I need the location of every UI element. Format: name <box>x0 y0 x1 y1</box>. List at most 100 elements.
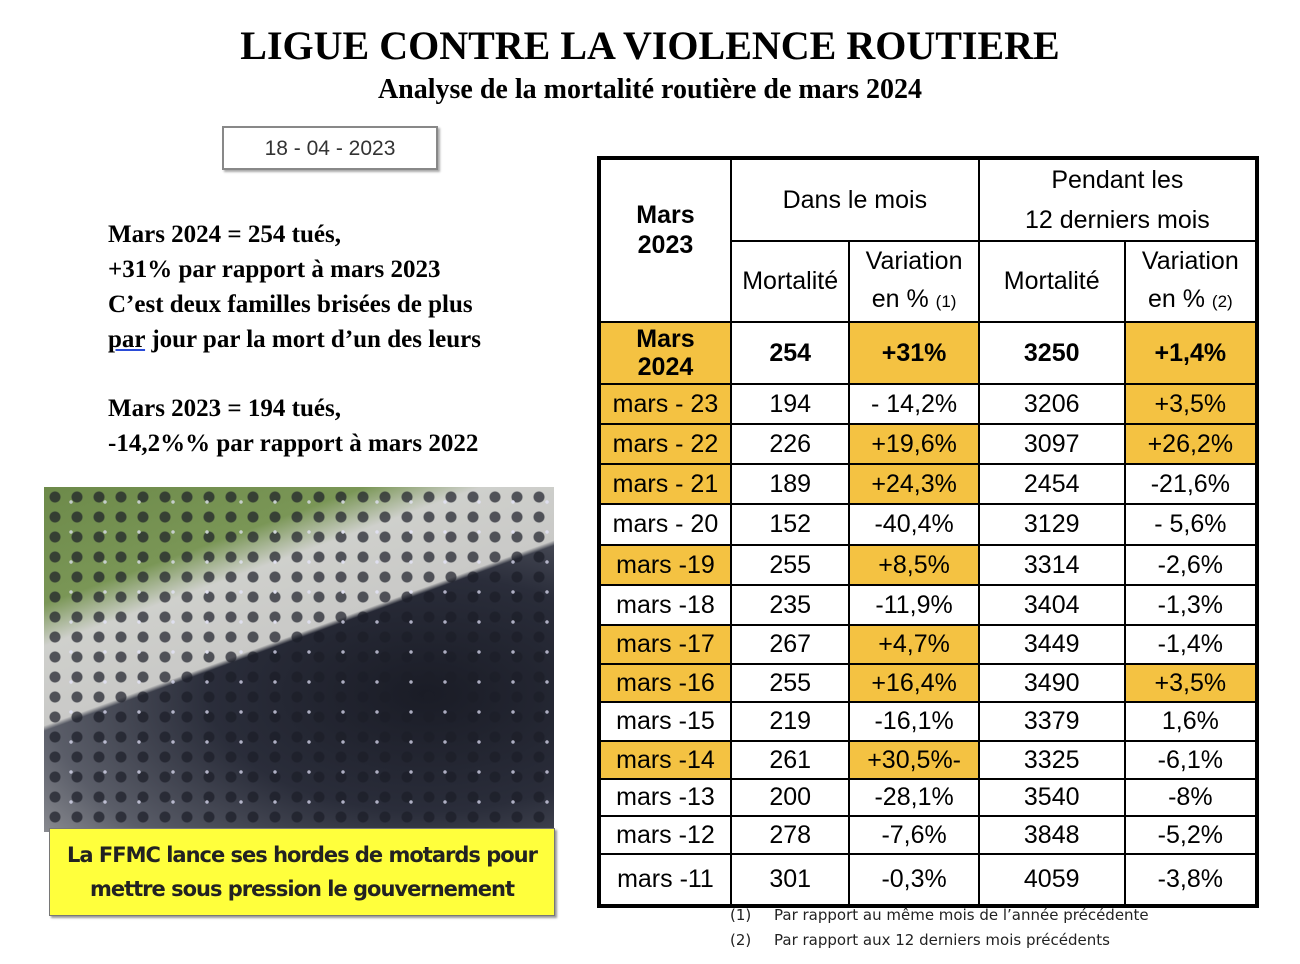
table-row: mars - 23 194- 14,2% 3206 +3,5% <box>598 383 1259 425</box>
cell-year-var: -2,6% <box>1123 544 1259 586</box>
row-label: mars -19 <box>598 544 732 586</box>
cell-year: 3379 <box>977 701 1126 742</box>
cell-year: 3325 <box>977 740 1126 780</box>
row-label: mars -17 <box>598 624 732 665</box>
table-row: mars - 20 152 -40,4% 3129- 5,6% <box>598 503 1259 546</box>
table-row: mars -17 267 +4,7% 3449 -1,4% <box>598 624 1259 665</box>
cell-month: 219 <box>729 701 851 742</box>
cell-year-var: +1,4% <box>1123 321 1259 385</box>
cell-year: 3250 <box>977 321 1126 385</box>
cell-month-var: -16,1% <box>848 701 980 742</box>
cell-year: 3097 <box>977 423 1126 465</box>
cell-year-var: +3,5% <box>1123 383 1259 425</box>
page-subtitle: Analyse de la mortalité routière de mars… <box>377 74 923 105</box>
row-label: mars -12 <box>598 815 732 855</box>
table-row: mars -19 255 +8,5% 3314 -2,6% <box>598 544 1259 586</box>
cell-year-var: - 5,6% <box>1123 503 1259 546</box>
cell-month-var: +30,5%- <box>848 740 980 780</box>
table-row: mars -14 261 +30,5%- 3325 -6,1% <box>598 740 1259 780</box>
footnote-2: (2) Par rapport aux 12 derniers mois préc… <box>730 931 1110 949</box>
cell-month-var: +24,3% <box>848 463 980 505</box>
cell-month-var: - 14,2% <box>848 383 980 425</box>
cell-year-var: -5,2% <box>1123 815 1259 855</box>
cell-month: 226 <box>729 423 851 465</box>
summary-line: C’est deux familles brisées de plus <box>108 291 473 318</box>
group-header-month: Dans le mois <box>729 157 980 242</box>
cell-month: 255 <box>729 663 851 703</box>
table-row: mars -12 278 -7,6% 3848 -5,2% <box>598 815 1259 855</box>
row-label: mars -13 <box>598 778 732 817</box>
row-label: mars - 20 <box>598 503 732 546</box>
current-row: Mars 2024 254 +31% 3250 +1,4% <box>598 321 1259 385</box>
table-row: mars -18 235 -11,9% 3404 -1,3% <box>598 584 1259 626</box>
summary-line: par jour par la mort d’un des leurs <box>108 322 481 357</box>
cell-month: 261 <box>729 740 851 780</box>
cell-year: 3129 <box>977 503 1126 546</box>
row-label: mars - 21 <box>598 463 732 505</box>
cell-year-var: -21,6% <box>1123 463 1259 505</box>
summary-line: +31% par rapport à mars 2023 <box>108 256 441 283</box>
row-label: mars -16 <box>598 663 732 703</box>
row-label: mars -11 <box>598 853 732 907</box>
page-title: LIGUE CONTRE LA VIOLENCE ROUTIERE <box>240 23 1060 68</box>
table-row: mars -13 200 -28,1% 3540 -8% <box>598 778 1259 817</box>
cell-month-var: -11,9% <box>848 584 980 626</box>
summary-2024: Mars 2024 = 254 tués, +31% par rapport à… <box>108 217 481 357</box>
caption-line: mettre sous pression le gouvernement <box>89 877 515 901</box>
cell-year-var: +26,2% <box>1123 423 1259 465</box>
cell-year-var: -1,4% <box>1123 624 1259 665</box>
table-row: mars -16 255 +16,4% 3490 +3,5% <box>598 663 1259 703</box>
col-mortalite-12: Mortalité <box>977 240 1126 323</box>
underlined-word: par <box>108 326 146 353</box>
cell-year: 3848 <box>977 815 1126 855</box>
motorcyclists-photo <box>44 487 554 832</box>
cell-month-var: +4,7% <box>848 624 980 665</box>
cell-year: 3404 <box>977 584 1126 626</box>
row-label: mars -18 <box>598 584 732 626</box>
summary-line: -14,2%% par rapport à mars 2022 <box>108 430 479 457</box>
cell-year-var: -6,1% <box>1123 740 1259 780</box>
corner-header: Mars 2023 <box>598 157 732 323</box>
group-header-12months: Pendant les 12 derniers mois <box>977 157 1259 242</box>
row-label: mars - 22 <box>598 423 732 465</box>
table-row: mars -11 301 -0,3% 4059 -3,8% <box>598 853 1259 907</box>
cell-year-var: -3,8% <box>1123 853 1259 907</box>
cell-month: 235 <box>729 584 851 626</box>
cell-month-var: -28,1% <box>848 778 980 817</box>
summary-line: Mars 2023 = 194 tués, <box>108 395 341 422</box>
table-row: mars - 21 189 +24,3% 2454 -21,6% <box>598 463 1259 505</box>
photo-caption: La FFMC lance ses hordes de motards pour… <box>49 828 555 916</box>
cell-year: 3490 <box>977 663 1126 703</box>
cell-month: 200 <box>729 778 851 817</box>
cell-month: 254 <box>729 321 851 385</box>
cell-year: 3449 <box>977 624 1126 665</box>
caption-line: La FFMC lance ses hordes de motards pour <box>67 843 538 867</box>
col-variation-12: Variation en % (2) <box>1123 240 1259 323</box>
cell-year-var: -8% <box>1123 778 1259 817</box>
cell-month-var: +8,5% <box>848 544 980 586</box>
summary-text: jour par la mort d’un des leurs <box>145 326 481 353</box>
cell-year-var: -1,3% <box>1123 584 1259 626</box>
row-label: mars -14 <box>598 740 732 780</box>
cell-month: 278 <box>729 815 851 855</box>
cell-month-var: +31% <box>848 321 980 385</box>
summary-2023: Mars 2023 = 194 tués, -14,2%% par rappor… <box>108 391 478 461</box>
mortality-table: Mars 2023 Dans le mois Pendant les 12 der… <box>597 156 1259 908</box>
cell-month-var: -0,3% <box>848 853 980 907</box>
row-label: Mars 2024 <box>598 321 732 385</box>
cell-month: 194 <box>729 383 851 425</box>
cell-month: 152 <box>729 503 851 546</box>
summary-line: Mars 2024 = 254 tués, <box>108 221 341 248</box>
footnote-1: (1) Par rapport au même mois de l’année p… <box>730 906 1149 924</box>
col-mortalite: Mortalité <box>729 240 851 323</box>
cell-month-var: -7,6% <box>848 815 980 855</box>
cell-month: 301 <box>729 853 851 907</box>
row-label: mars -15 <box>598 701 732 742</box>
date-box: 18 - 04 - 2023 <box>222 126 438 170</box>
cell-year: 3206 <box>977 383 1126 425</box>
cell-year: 3314 <box>977 544 1126 586</box>
cell-month: 189 <box>729 463 851 505</box>
cell-month: 267 <box>729 624 851 665</box>
cell-year: 3540 <box>977 778 1126 817</box>
cell-month-var: -40,4% <box>848 503 980 546</box>
